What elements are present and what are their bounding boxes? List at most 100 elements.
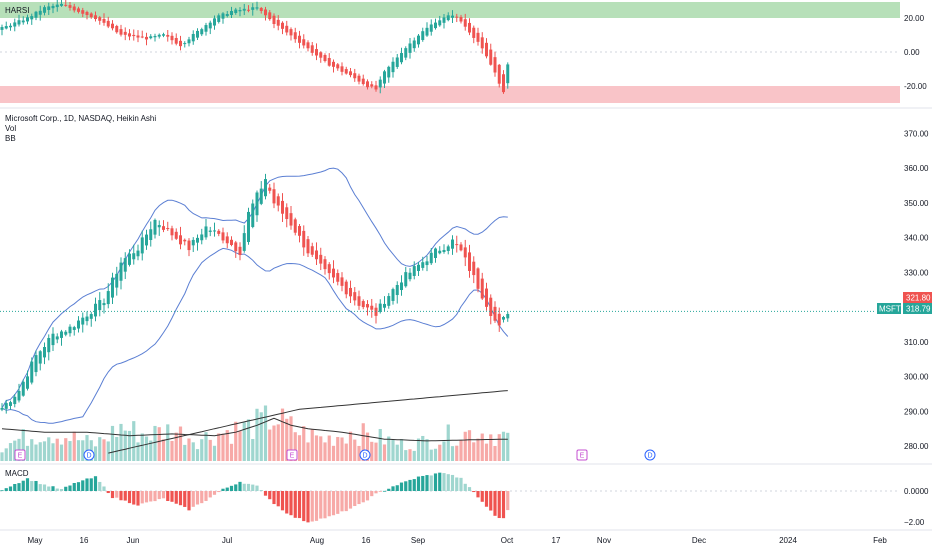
volume-bar [255, 408, 259, 461]
sma-line [108, 390, 508, 454]
event-marker-label: D [647, 453, 652, 460]
volume-bar [276, 424, 280, 461]
vol-legend[interactable]: Vol [5, 124, 16, 133]
volume-bar [297, 435, 302, 461]
price-candle [323, 259, 327, 270]
harsi-candles [0, 0, 510, 94]
harsi-upper-band [0, 2, 900, 18]
earnings-marker[interactable]: E [286, 449, 298, 461]
time-axis[interactable]: May 16 Jun Jul Aug 16 Sep Oct 17 Nov Dec 2024 Feb [27, 536, 887, 545]
macd-bar [472, 491, 476, 493]
price-candle [332, 268, 335, 278]
macd-bar [421, 475, 425, 491]
price-candle [217, 230, 221, 234]
event-marker-label: E [580, 453, 585, 460]
price-candle [238, 246, 242, 256]
time-tick-label: May [27, 536, 42, 545]
price-candle [417, 264, 420, 272]
price-candle [89, 314, 93, 319]
price-candle [391, 289, 395, 301]
harsi-candle [77, 8, 80, 12]
macd-bar [81, 480, 85, 491]
volume-bar [136, 442, 140, 461]
price-candle [493, 306, 497, 321]
volume-bar [340, 437, 344, 461]
price-candle [285, 207, 289, 220]
main-pane[interactable]: E D E D E D Microsoft Corp., 1D, NASDAQ, Heik… [0, 114, 875, 461]
harsi-pane[interactable]: HARSI [0, 0, 900, 103]
price-candle [485, 288, 488, 307]
price-tick-label: 360.00 [904, 164, 929, 173]
macd-bar [442, 473, 446, 491]
harsi-candle [55, 4, 59, 8]
macd-bar [47, 486, 51, 491]
price-candle [446, 246, 450, 251]
price-candle [55, 336, 59, 340]
harsi-tick-label: 20.00 [904, 14, 925, 23]
harsi-candle [157, 34, 161, 37]
price-axis[interactable]: 370.00 360.00 350.00 340.00 330.00 310.00 300.… [904, 129, 929, 451]
price-candle [463, 247, 467, 258]
price-candle [106, 291, 110, 305]
harsi-candle [234, 9, 238, 14]
harsi-candle [259, 7, 263, 11]
price-candle [225, 236, 229, 244]
earnings-marker[interactable]: E [576, 449, 588, 461]
earnings-marker[interactable]: E [14, 449, 26, 461]
harsi-candle [366, 81, 369, 88]
harsi-candle [476, 32, 480, 42]
volume-bar [323, 442, 327, 461]
volume-bar [306, 442, 310, 461]
harsi-axis[interactable]: 20.00 0.00 -20.00 [904, 14, 927, 91]
svg-text:321.80: 321.80 [906, 294, 931, 303]
macd-bar [310, 491, 314, 522]
price-candle [77, 320, 80, 329]
macd-bar [25, 478, 30, 491]
harsi-candle [497, 64, 501, 84]
price-tick-label: 330.00 [904, 268, 929, 277]
volume-bar [331, 445, 336, 461]
dividend-marker[interactable]: D [83, 449, 95, 461]
time-tick-label: Dec [692, 536, 706, 545]
harsi-candle [404, 48, 408, 58]
harsi-legend[interactable]: HARSI [5, 6, 29, 15]
macd-bar [208, 491, 212, 498]
volume-bar [378, 428, 382, 461]
macd-bar [425, 475, 429, 491]
macd-legend[interactable]: MACD [5, 469, 29, 478]
dividend-marker[interactable]: D [644, 449, 656, 461]
harsi-candle [374, 85, 378, 90]
price-candle [255, 192, 259, 216]
macd-bar [246, 483, 251, 491]
volume-bar [446, 424, 450, 461]
volume-bar [348, 431, 353, 461]
harsi-candle [183, 43, 187, 45]
macd-axis[interactable]: 0.0000 −2.00 [904, 487, 929, 527]
macd-bar [85, 478, 89, 491]
macd-bar [357, 491, 361, 505]
macd-bar [323, 491, 327, 519]
macd-bar [319, 491, 323, 519]
volume-bar [51, 443, 55, 461]
harsi-candle [302, 39, 306, 46]
macd-tick-label: 0.0000 [904, 487, 929, 496]
macd-bar [140, 491, 144, 504]
macd-bar [157, 491, 161, 500]
dividend-marker[interactable]: D [359, 449, 371, 461]
macd-bar [455, 477, 459, 491]
volume-bar [382, 444, 387, 461]
dividend-icon [83, 449, 95, 461]
volume-bar [208, 439, 212, 461]
bb-legend[interactable]: BB [5, 134, 16, 143]
harsi-candle [255, 7, 259, 9]
time-tick-label: Nov [597, 536, 611, 545]
volume-bar [425, 439, 429, 461]
macd-pane[interactable]: MACD [0, 469, 900, 523]
macd-bar [238, 481, 242, 491]
symbol-legend[interactable]: Microsoft Corp., 1D, NASDAQ, Heikin Ashi [5, 114, 156, 123]
volume-bar [489, 434, 493, 461]
price-candle [319, 254, 323, 264]
price-candle [200, 234, 204, 241]
